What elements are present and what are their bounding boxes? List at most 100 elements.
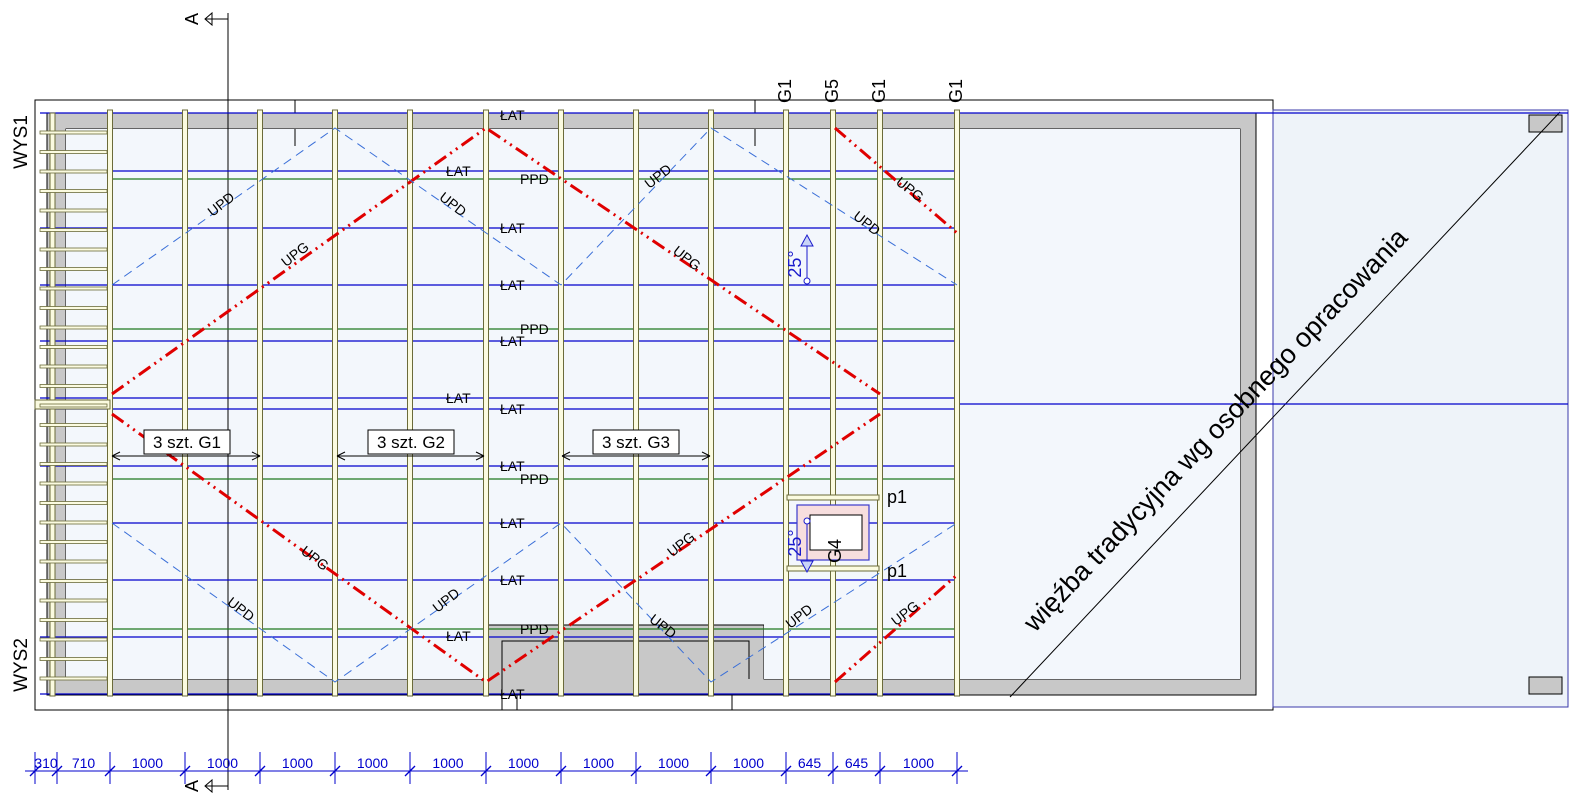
- ppd-label: PPD: [520, 471, 549, 487]
- group-box-1: [143, 429, 231, 455]
- dimension-value: 1000: [207, 755, 238, 771]
- ladder-rung: [39, 442, 108, 447]
- interior-area: [66, 129, 1240, 679]
- ladder-rung: [39, 150, 108, 154]
- ladder-rung: [39, 501, 108, 505]
- group-label-3: 3 szt. G3: [602, 433, 670, 452]
- dimension-value: 645: [845, 755, 869, 771]
- ladder-rung: [39, 462, 108, 466]
- annex-area: [1272, 109, 1569, 708]
- dimension-value: 1000: [658, 755, 689, 771]
- ladder-rung: [39, 364, 108, 369]
- slope-label-2: 25°: [785, 529, 805, 556]
- upg-line: [834, 573, 958, 684]
- ladder-rung: [39, 403, 108, 408]
- lat-label: ŁAT: [500, 401, 525, 417]
- lat-label: ŁAT: [500, 277, 525, 293]
- gable-label-2: G5: [822, 79, 842, 103]
- dimension-tick: [254, 765, 266, 777]
- group-label-2: 3 szt. G2: [377, 433, 445, 452]
- wall-label-bottom: WYS2: [11, 638, 32, 692]
- lat-label: ŁAT: [500, 515, 525, 531]
- ladder-rung: [39, 286, 108, 291]
- group-box-3: [592, 429, 680, 455]
- dimension-value: 1000: [432, 755, 463, 771]
- section-label-bottom: A: [182, 780, 202, 792]
- ladder-rung: [39, 345, 108, 349]
- ladder-rung: [39, 423, 108, 427]
- ladder-rung: [39, 520, 108, 525]
- slope-label-1: 25°: [785, 250, 805, 277]
- section-marker-bottom: A: [182, 778, 228, 794]
- lat-label: ŁAT: [500, 333, 525, 349]
- gable-label-4: G1: [946, 79, 966, 103]
- dimension-tick: [104, 765, 116, 777]
- dimension-tick: [874, 765, 886, 777]
- ladder-rung: [39, 559, 108, 564]
- rafter: [257, 109, 263, 697]
- lat-labels: ŁAT ŁAT ŁAT ŁAT ŁAT ŁAT ŁAT ŁAT ŁAT ŁAT …: [446, 107, 525, 702]
- dimension-tick: [29, 765, 41, 777]
- rafter: [332, 109, 338, 697]
- lat-label: ŁAT: [446, 163, 471, 179]
- dimension-tick: [630, 765, 642, 777]
- ladder-rung: [39, 267, 108, 271]
- rafter: [483, 109, 489, 697]
- dimension-tick: [329, 765, 341, 777]
- beam-label-top: p1: [887, 487, 907, 507]
- ladder-rung: [39, 325, 108, 330]
- wall-label-top: WYS1: [11, 115, 32, 169]
- dimension-value: 645: [798, 755, 822, 771]
- ladder-rung: [39, 189, 108, 193]
- eave-ladder: [39, 130, 108, 681]
- group-label-1: 3 szt. G1: [153, 433, 221, 452]
- slope-indicator-2: 25°: [785, 517, 814, 574]
- ladder-rung: [39, 130, 108, 135]
- upd-line: [111, 522, 958, 683]
- dimension-value: 1000: [733, 755, 764, 771]
- dimension-tick: [480, 765, 492, 777]
- dimension-value: 310: [34, 755, 58, 771]
- lat-label: ŁAT: [500, 220, 525, 236]
- ppd-label: PPD: [520, 621, 549, 637]
- upg-line: [834, 126, 958, 235]
- group-box-2: [367, 429, 455, 455]
- section-marker-top: A: [182, 11, 228, 27]
- lat-label: ŁAT: [500, 458, 525, 474]
- roof-opening: [786, 494, 880, 572]
- dimension-tick: [51, 765, 63, 777]
- slope-indicator-1: 25°: [785, 233, 814, 285]
- dimension-value: 1000: [508, 755, 539, 771]
- lat-label: ŁAT: [500, 572, 525, 588]
- ladder-rung: [39, 169, 108, 174]
- lat-label: ŁAT: [446, 628, 471, 644]
- gable-label-1: G1: [775, 79, 795, 103]
- dimension-tick: [404, 765, 416, 777]
- rafter: [783, 109, 789, 697]
- ladder-rung: [39, 306, 108, 310]
- rafter: [954, 109, 960, 697]
- dimension-value: 1000: [132, 755, 163, 771]
- dimension-value: 1000: [583, 755, 614, 771]
- upd-line: [111, 127, 958, 286]
- gable-label-3: G1: [869, 79, 889, 103]
- ladder-rung: [39, 208, 108, 213]
- dimension-tick: [780, 765, 792, 777]
- dimension-value: 1000: [903, 755, 934, 771]
- rafter: [558, 109, 564, 697]
- lat-label: ŁAT: [500, 686, 525, 702]
- ladder-rung: [39, 247, 108, 252]
- dimension-line: 310 710 1000 1000 1000 1000 1000 1000 1000 1000 10…: [25, 752, 968, 784]
- ladder-rung: [39, 540, 108, 544]
- lat-label: ŁAT: [446, 390, 471, 406]
- dimension-tick: [827, 765, 839, 777]
- rafter: [877, 109, 883, 697]
- ladder-rung: [39, 579, 108, 583]
- group-brackets: [111, 451, 711, 461]
- ppd-label: PPD: [520, 321, 549, 337]
- dimension-tick: [179, 765, 191, 777]
- dimension-tick: [951, 765, 963, 777]
- ladder-rung: [39, 637, 108, 642]
- ladder-rung: [39, 481, 108, 486]
